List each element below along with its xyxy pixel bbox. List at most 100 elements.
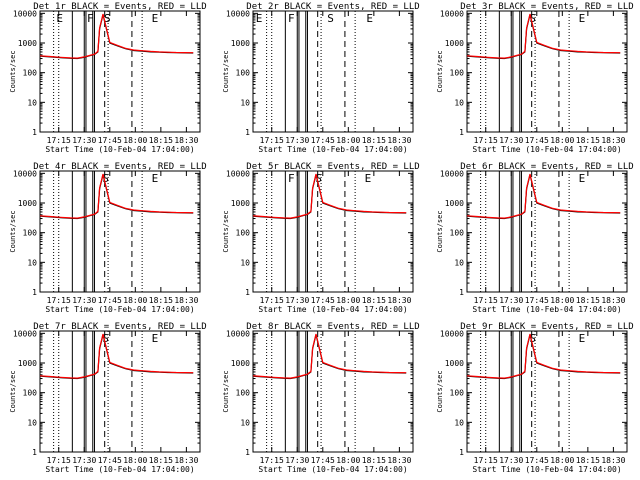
- y-axis-label: Counts/sec: [9, 50, 17, 92]
- y-tick-label: 1000: [18, 199, 37, 208]
- x-tick-label: 18:15: [362, 456, 386, 465]
- y-tick-label: 100: [450, 389, 465, 398]
- x-tick-label: 17:45: [311, 456, 335, 465]
- chart-panel-9: Det 9r BLACK = Events, RED = LLD 1 10 100 10…: [436, 322, 634, 474]
- x-tick-label: 17:15: [260, 136, 284, 145]
- x-tick-label: 18:00: [123, 456, 147, 465]
- marker-label: E: [256, 12, 263, 25]
- y-tick-label: 1: [32, 448, 37, 457]
- x-tick-label: 18:15: [576, 296, 600, 305]
- x-axis-label: Start Time (10-Feb-04 17:04:00): [45, 465, 194, 474]
- chart-panel-2: Det 2r BLACK = Events, RED = LLD 1 10 100 10…: [222, 2, 420, 154]
- chart-panel-4: Det 4r BLACK = Events, RED = LLD 1 10 100 10…: [9, 162, 207, 314]
- y-tick-label: 1000: [445, 359, 464, 368]
- x-tick-label: 17:15: [260, 456, 284, 465]
- x-axis-label: Start Time (10-Feb-04 17:04:00): [472, 465, 621, 474]
- series-lld: [40, 333, 194, 379]
- series-lld: [467, 13, 621, 59]
- x-axis-label: Start Time (10-Feb-04 17:04:00): [258, 465, 407, 474]
- marker-label: F: [87, 12, 94, 25]
- plot-frame: [252, 330, 414, 453]
- y-axis-label: Counts/sec: [436, 370, 444, 412]
- chart-title: Det 9r BLACK = Events, RED = LLD: [460, 322, 633, 332]
- y-tick-label: 10: [27, 98, 37, 107]
- x-tick-label: 17:45: [525, 456, 549, 465]
- y-tick-label: 1000: [231, 39, 250, 48]
- y-tick-label: 10: [240, 258, 250, 267]
- x-tick-label: 17:45: [525, 296, 549, 305]
- x-tick-label: 17:30: [285, 456, 309, 465]
- x-tick-label: 18:00: [550, 296, 574, 305]
- marker-label: E: [365, 172, 372, 185]
- y-tick-label: 100: [236, 69, 251, 78]
- x-tick-label: 18:30: [387, 136, 411, 145]
- y-tick-label: 1000: [18, 359, 37, 368]
- x-tick-label: 18:00: [336, 296, 360, 305]
- y-tick-label: 10: [454, 98, 464, 107]
- y-tick-label: 100: [23, 229, 38, 238]
- x-tick-label: 17:30: [499, 296, 523, 305]
- x-tick-label: 18:30: [174, 296, 198, 305]
- plot-frame: [39, 170, 201, 293]
- x-tick-label: 17:15: [47, 136, 71, 145]
- x-tick-label: 18:30: [387, 296, 411, 305]
- x-tick-label: 18:00: [336, 136, 360, 145]
- chart-title: Det 4r BLACK = Events, RED = LLD: [33, 162, 206, 172]
- marker-label: S: [102, 172, 109, 185]
- chart-title: Det 2r BLACK = Events, RED = LLD: [246, 2, 419, 12]
- y-tick-label: 1: [459, 288, 464, 297]
- y-axis-label: Counts/sec: [9, 210, 17, 252]
- chart-panel-5: Det 5r BLACK = Events, RED = LLD 1 10 100 10…: [222, 162, 420, 314]
- y-tick-label: 10: [240, 418, 250, 427]
- marker-label: F: [288, 12, 295, 25]
- x-tick-label: 18:15: [362, 136, 386, 145]
- y-tick-label: 1: [459, 128, 464, 137]
- chart-panel-8: Det 8r BLACK = Events, RED = LLD 1 10 100 10…: [222, 322, 420, 474]
- marker-label: E: [152, 172, 159, 185]
- series-lld: [467, 333, 621, 379]
- x-tick-label: 17:15: [47, 456, 71, 465]
- y-axis-label: Counts/sec: [436, 210, 444, 252]
- x-tick-label: 17:45: [98, 136, 122, 145]
- marker-label: S: [529, 12, 536, 25]
- y-axis-label: Counts/sec: [9, 370, 17, 412]
- x-tick-label: 17:45: [98, 296, 122, 305]
- series-lld: [253, 173, 407, 219]
- y-tick-label: 100: [236, 229, 251, 238]
- x-tick-label: 18:30: [174, 456, 198, 465]
- x-tick-label: 17:15: [474, 136, 498, 145]
- y-tick-label: 1000: [231, 359, 250, 368]
- chart-panel-7: Det 7r BLACK = Events, RED = LLD 1 10 100 10…: [9, 322, 207, 474]
- marker-label: E: [579, 332, 586, 345]
- marker-label: S: [315, 172, 322, 185]
- x-tick-label: 17:45: [525, 136, 549, 145]
- y-tick-label: 100: [23, 389, 38, 398]
- marker-label: E: [56, 12, 63, 25]
- y-tick-label: 10000: [440, 9, 464, 18]
- chart-title: Det 1r BLACK = Events, RED = LLD: [33, 2, 206, 12]
- x-tick-label: 17:30: [72, 136, 96, 145]
- x-tick-label: 18:00: [550, 136, 574, 145]
- chart-title: Det 6r BLACK = Events, RED = LLD: [460, 162, 633, 172]
- y-tick-label: 10: [454, 418, 464, 427]
- y-axis-label: Counts/sec: [222, 210, 230, 252]
- y-tick-label: 10000: [226, 9, 250, 18]
- y-axis-label: Counts/sec: [222, 50, 230, 92]
- marker-label: E: [152, 332, 159, 345]
- x-axis-label: Start Time (10-Feb-04 17:04:00): [472, 305, 621, 314]
- y-tick-label: 100: [236, 389, 251, 398]
- y-tick-label: 1000: [445, 39, 464, 48]
- x-axis-label: Start Time (10-Feb-04 17:04:00): [45, 145, 194, 154]
- x-axis-label: Start Time (10-Feb-04 17:04:00): [258, 305, 407, 314]
- x-tick-label: 17:15: [474, 456, 498, 465]
- x-tick-label: 18:15: [149, 456, 173, 465]
- x-tick-label: 17:30: [72, 456, 96, 465]
- y-tick-label: 1000: [231, 199, 250, 208]
- x-tick-label: 17:30: [499, 136, 523, 145]
- x-tick-label: 17:45: [311, 296, 335, 305]
- marker-label: E: [366, 12, 373, 25]
- plot-frame: [252, 10, 414, 133]
- plot-frame: [39, 10, 201, 133]
- marker-label: E: [579, 172, 586, 185]
- y-axis-label: Counts/sec: [222, 370, 230, 412]
